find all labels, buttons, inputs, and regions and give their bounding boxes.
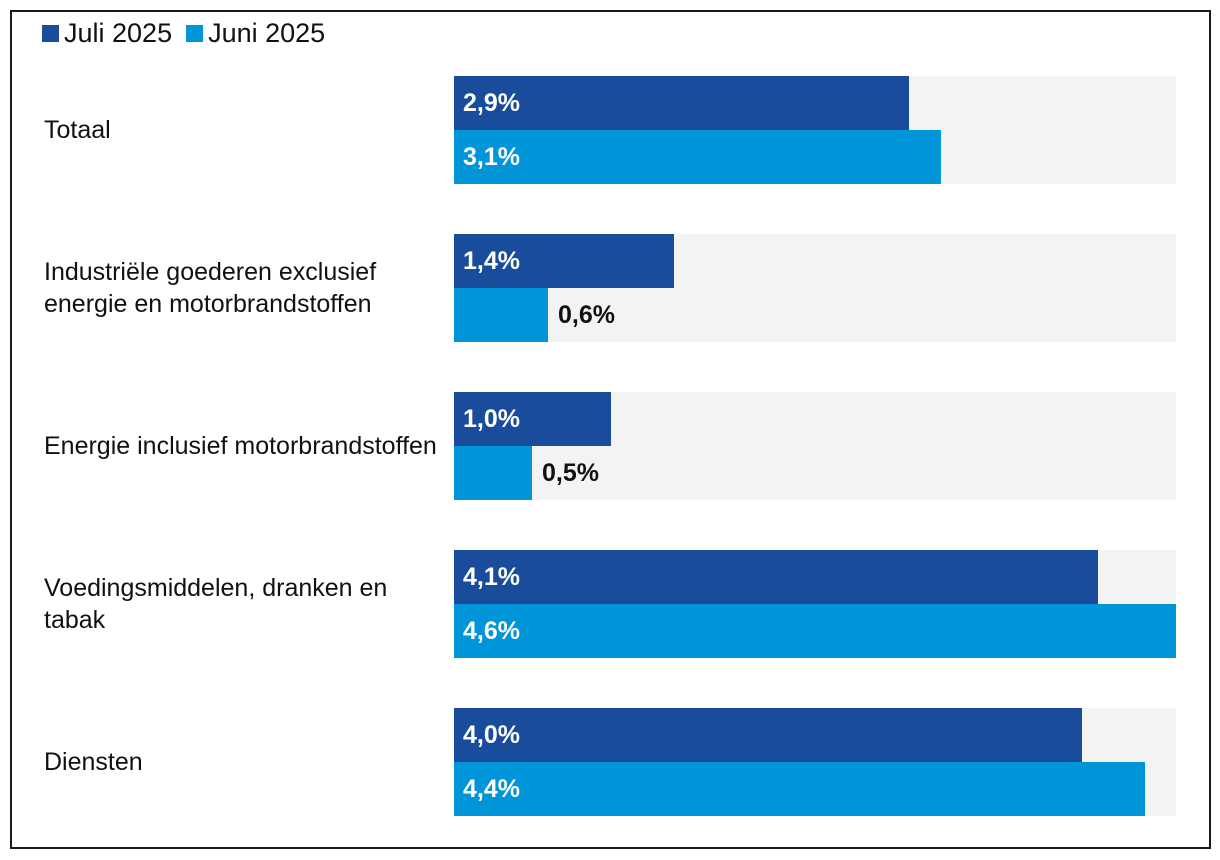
legend-item-juni: Juni 2025 — [186, 18, 325, 49]
bar-juli — [454, 708, 1082, 762]
data-label: 4,0% — [463, 721, 520, 749]
data-label: 2,9% — [463, 89, 520, 117]
bar-juli — [454, 76, 909, 130]
legend-label-juni: Juni 2025 — [208, 17, 326, 48]
bar-juli — [454, 550, 1098, 604]
data-label: 1,0% — [463, 405, 520, 433]
category-label: Diensten — [44, 748, 143, 776]
category-label: Voedingsmiddelen, dranken en tabak — [44, 574, 388, 634]
category-label: Energie inclusief motorbrandstoffen — [44, 432, 437, 460]
data-label: 0,6% — [558, 301, 615, 329]
legend-label-juli: Juli 2025 — [64, 17, 173, 48]
category-label: Totaal — [44, 116, 111, 144]
data-label: 1,4% — [463, 247, 520, 275]
bar-track: 4,1% 4,6% — [454, 550, 1176, 658]
bar-track: 1,4% 0,6% — [454, 234, 1176, 342]
category-label: Industriële goederen exclusief energie e… — [44, 258, 377, 318]
chart-frame — [10, 10, 1211, 849]
data-label: 0,5% — [542, 459, 599, 487]
bar-juni — [454, 604, 1176, 658]
bar-juni — [454, 130, 941, 184]
legend: Juli 2025 Juni 2025 — [42, 16, 339, 50]
bar-track: 1,0% 0,5% — [454, 392, 1176, 500]
data-label: 4,4% — [463, 775, 520, 803]
bar-juni — [454, 446, 532, 500]
bar-track: 4,0% 4,4% — [454, 708, 1176, 816]
data-label: 4,1% — [463, 563, 520, 591]
bar-juli — [454, 234, 674, 288]
bar-juni — [454, 762, 1145, 816]
bar-juli — [454, 392, 611, 446]
bar-track: 2,9% 3,1% — [454, 76, 1176, 184]
data-label: 3,1% — [463, 143, 520, 171]
bar-juni — [454, 288, 548, 342]
data-label: 4,6% — [463, 617, 520, 645]
legend-swatch-juli — [42, 24, 59, 42]
legend-swatch-juni — [186, 24, 204, 42]
legend-item-juli: Juli 2025 — [42, 18, 172, 49]
